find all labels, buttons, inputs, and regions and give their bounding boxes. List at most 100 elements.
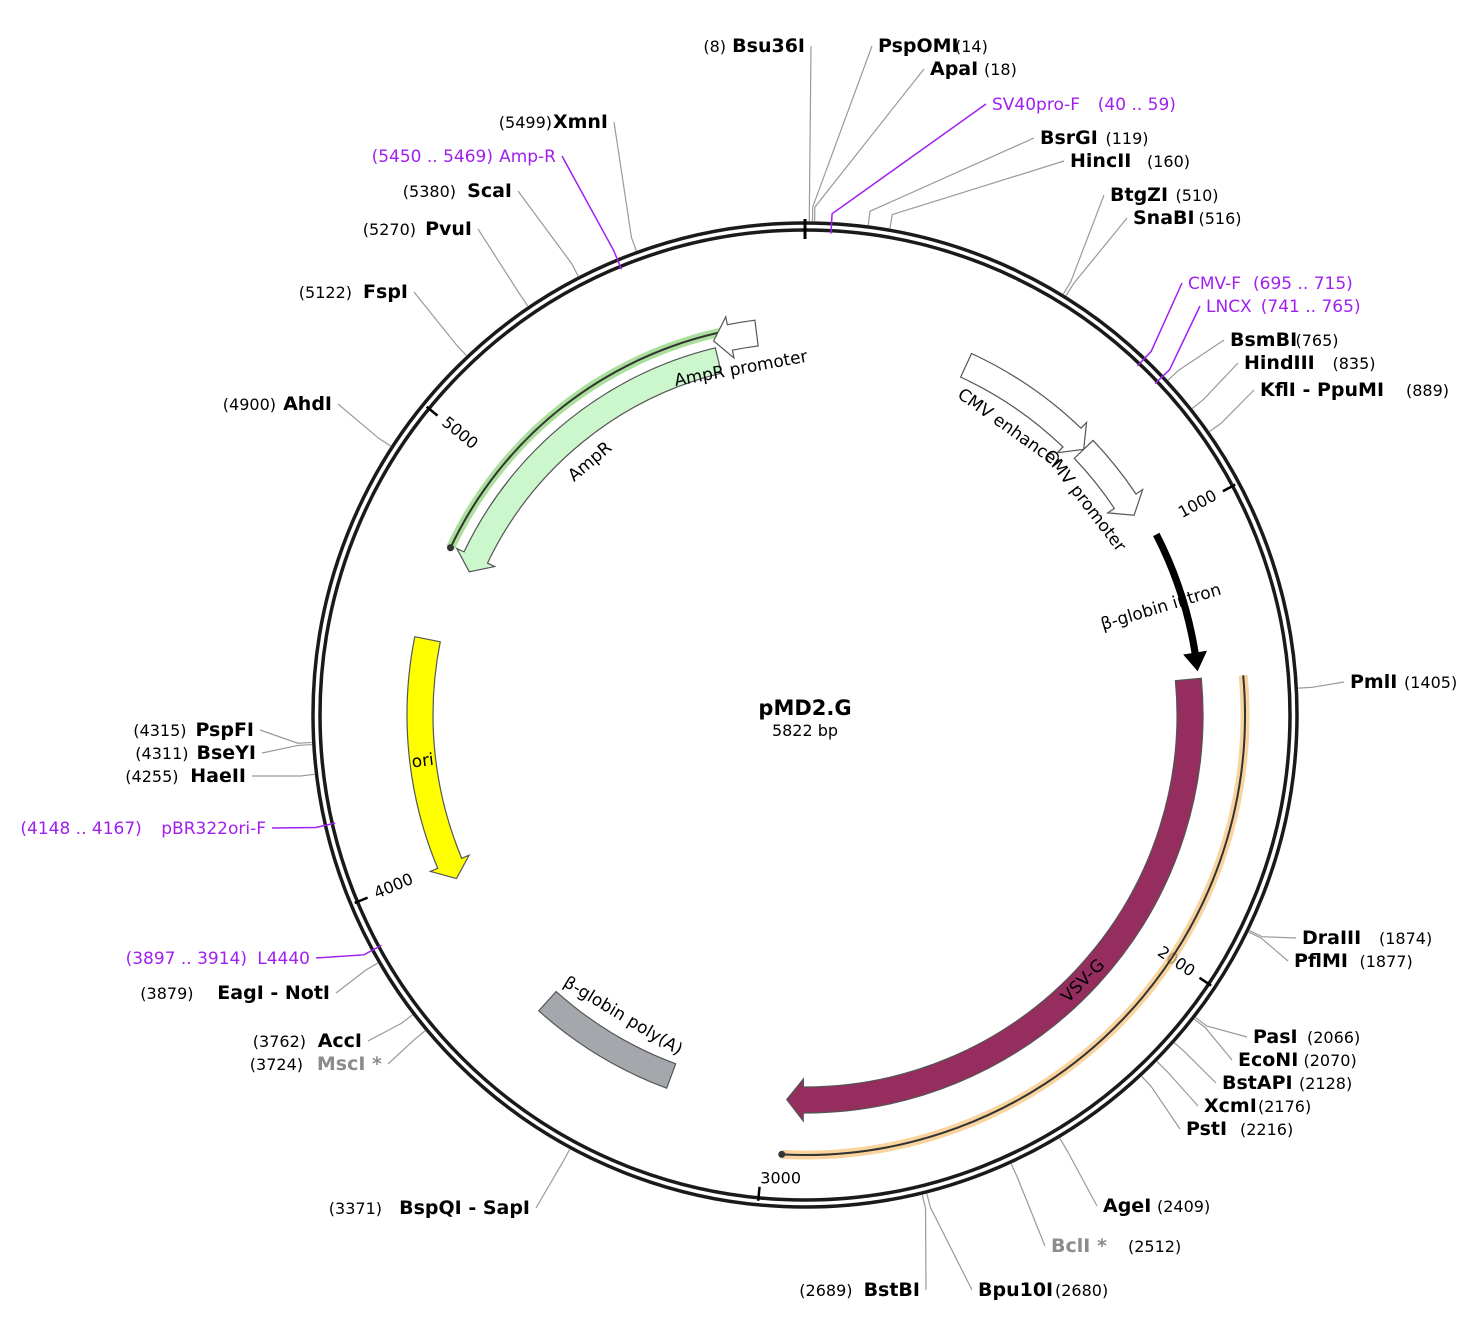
tick-mark-5000 xyxy=(425,405,439,417)
enzyme-pflmi[interactable]: PflMI (1877) xyxy=(1248,931,1413,972)
feature-cmv-promoter xyxy=(1073,439,1144,516)
enzyme-leader xyxy=(251,773,315,777)
enzyme-bstapi[interactable]: BstAPI (2128) xyxy=(1174,1042,1353,1094)
enzyme-pmli[interactable]: PmlI (1405) xyxy=(1298,671,1457,693)
enzyme-leader xyxy=(1248,931,1289,962)
enzyme-snabi[interactable]: SnaBI (516) xyxy=(1065,207,1242,296)
enzyme-name: Bsu36I xyxy=(732,35,805,57)
primer-leader xyxy=(1136,282,1183,367)
tick-label-1000: 1000 xyxy=(1175,486,1220,522)
enzyme-leader xyxy=(535,1149,571,1209)
primer-name: L4440 xyxy=(257,949,310,969)
enzyme-bspqi-sapi[interactable]: BspQI - SapI (3371) xyxy=(329,1149,571,1219)
enzyme-name: BclI * xyxy=(1051,1235,1107,1257)
feature-label-ori: ori xyxy=(411,750,435,773)
enzyme-econi[interactable]: EcoNI (2070) xyxy=(1193,1018,1357,1071)
enzyme-btgzi[interactable]: BtgZI (510) xyxy=(1062,184,1219,295)
enzyme-leader xyxy=(1209,389,1255,432)
enzyme-position: (4315) xyxy=(133,721,186,740)
enzyme-position: (4311) xyxy=(135,744,188,763)
enzyme-leader xyxy=(1141,1076,1181,1130)
enzyme-eagi-noti[interactable]: EagI - NotI (3879) xyxy=(140,962,379,1004)
orf-ampr-arrowhead xyxy=(446,544,454,552)
enzyme-bsrgi[interactable]: BsrGI (119) xyxy=(867,127,1149,226)
enzyme-position: (4900) xyxy=(223,395,276,414)
primer-amp-r[interactable]: Amp-R (5450 .. 5469) xyxy=(372,147,623,270)
primer-position: (4148 .. 4167) xyxy=(20,819,141,839)
primer-position: (741 .. 765) xyxy=(1261,297,1361,317)
enzyme-bpu10i[interactable]: Bpu10I (2680) xyxy=(926,1193,1108,1301)
primer-sites: SV40pro-F (40 .. 59) CMV-F (695 .. 715)LNCX… xyxy=(20,95,1360,969)
enzyme-position: (3762) xyxy=(253,1032,306,1051)
enzyme-ahdi[interactable]: AhdI (4900) xyxy=(223,393,391,447)
enzyme-pvui[interactable]: PvuI (5270) xyxy=(363,218,529,307)
enzyme-position: (765) xyxy=(1296,331,1339,350)
enzyme-name: AgeI xyxy=(1103,1195,1151,1217)
enzyme-bstbi[interactable]: BstBI (2689) xyxy=(799,1194,927,1301)
enzyme-position: (5380) xyxy=(403,182,456,201)
enzyme-leader xyxy=(517,190,579,277)
enzyme-psti[interactable]: PstI (2216) xyxy=(1141,1076,1293,1140)
enzyme-apai[interactable]: ApaI (18) xyxy=(813,58,1017,222)
orf-arcs xyxy=(446,326,1250,1160)
enzyme-bsu36i[interactable]: Bsu36I (8) xyxy=(703,35,812,222)
enzyme-position: (1874) xyxy=(1379,929,1432,948)
enzyme-draiii[interactable]: DraIII (1874) xyxy=(1249,927,1432,949)
enzyme-position: (8) xyxy=(703,37,726,56)
primer-sv40pro-f[interactable]: SV40pro-F (40 .. 59) xyxy=(830,95,1176,234)
enzyme-hincii[interactable]: HincII (160) xyxy=(889,150,1190,229)
primer-cmv-f[interactable]: CMV-F (695 .. 715) xyxy=(1136,274,1353,367)
enzyme-fspi[interactable]: FspI (5122) xyxy=(299,281,467,356)
enzyme-name: ApaI xyxy=(930,58,978,80)
enzyme-name: FspI xyxy=(363,281,408,303)
enzyme-name: PflMI xyxy=(1294,950,1348,972)
enzyme-name: EcoNI xyxy=(1238,1049,1298,1071)
enzyme-leader xyxy=(813,68,925,222)
enzyme-position: (2409) xyxy=(1157,1197,1210,1216)
enzyme-haeii[interactable]: HaeII (4255) xyxy=(125,765,315,787)
plasmid-length: 5822 bp xyxy=(772,721,838,740)
enzyme-scai[interactable]: ScaI (5380) xyxy=(403,180,579,277)
feature-ampr xyxy=(455,347,723,573)
tick-label-3000: 3000 xyxy=(760,1168,801,1187)
feature-ori xyxy=(406,635,471,880)
enzyme-position: (2216) xyxy=(1240,1120,1293,1139)
enzyme-position: (160) xyxy=(1147,152,1190,171)
enzyme-kfli-ppumi[interactable]: KflI - PpuMI (889) xyxy=(1209,379,1450,432)
primer-name: pBR322ori-F xyxy=(161,819,266,839)
feature-beta-globin-intron xyxy=(1153,532,1208,672)
enzyme-xmni[interactable]: XmnI(5499) xyxy=(499,111,637,251)
enzyme-acci[interactable]: AccI (3762) xyxy=(253,1014,413,1052)
enzyme-leader xyxy=(613,121,637,251)
enzyme-leader xyxy=(477,228,529,307)
primer-l4440[interactable]: L4440 (3897 .. 3914) xyxy=(126,944,382,969)
primer-lncx[interactable]: LNCX (741 .. 765) xyxy=(1154,297,1361,385)
orf-vsvg-line xyxy=(781,675,1246,1156)
enzyme-position: (3724) xyxy=(250,1055,303,1074)
enzyme-msci[interactable]: MscI * (3724) xyxy=(250,1030,426,1075)
enzyme-pspfi[interactable]: PspFI (4315) xyxy=(133,719,312,744)
enzyme-pspomi[interactable]: PspOMI(14) xyxy=(811,35,988,222)
enzyme-position: (2070) xyxy=(1304,1051,1357,1070)
primer-position: (5450 .. 5469) xyxy=(372,147,493,167)
feature-label-beta-globin-intron: β-globin intron xyxy=(1099,580,1224,635)
enzyme-bsmbi[interactable]: BsmBI(765) xyxy=(1167,329,1339,381)
primer-pbr322ori-f[interactable]: pBR322ori-F (4148 .. 4167) xyxy=(20,819,336,839)
enzyme-name: BsrGI xyxy=(1040,127,1098,149)
enzyme-leader xyxy=(921,1194,927,1291)
enzyme-agei[interactable]: AgeI (2409) xyxy=(1059,1137,1210,1217)
enzyme-position: (5499) xyxy=(499,113,552,132)
primer-position: (40 .. 59) xyxy=(1098,95,1176,115)
enzyme-name: XmnI xyxy=(553,111,608,133)
enzyme-leader xyxy=(808,45,812,222)
enzyme-leader xyxy=(1062,194,1105,295)
enzyme-bseyi[interactable]: BseYI (4311) xyxy=(135,742,312,764)
enzyme-leader xyxy=(261,743,312,754)
enzyme-pasi[interactable]: PasI (2066) xyxy=(1195,1016,1361,1048)
enzyme-bcli[interactable]: BclI * (2512) xyxy=(1010,1163,1181,1257)
enzyme-xcmi[interactable]: XcmI (2176) xyxy=(1156,1061,1311,1117)
tick-mark-4000 xyxy=(354,896,369,905)
enzyme-name: PasI xyxy=(1253,1026,1298,1048)
enzyme-hindiii[interactable]: HindIII (835) xyxy=(1191,352,1376,409)
primer-leader xyxy=(271,822,336,829)
